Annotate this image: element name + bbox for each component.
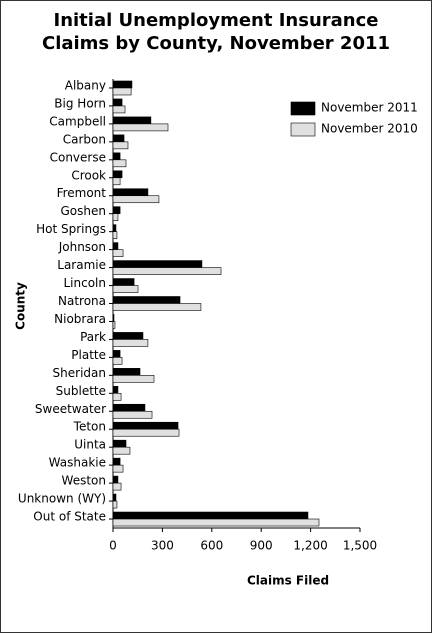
bar (112, 98, 123, 107)
y-tick-label: Park (80, 330, 106, 344)
bar (112, 213, 119, 221)
x-tick-label: 1,500 (343, 539, 377, 553)
legend-swatch (290, 101, 316, 116)
y-tick-label: Sheridan (53, 366, 106, 380)
bar (112, 350, 121, 358)
bar (112, 170, 123, 179)
bar (112, 267, 222, 275)
bar (112, 116, 152, 125)
bar (112, 428, 180, 437)
bar (112, 80, 133, 89)
y-tick-label: Laramie (57, 258, 106, 272)
y-axis-label: County (14, 282, 28, 330)
y-tick-label: Fremont (57, 186, 107, 200)
bar (112, 518, 320, 527)
bar (112, 159, 127, 168)
bar (112, 339, 149, 347)
y-tick-label: Weston (62, 474, 106, 488)
bar (112, 188, 149, 197)
bar (112, 195, 160, 204)
bar (112, 87, 132, 96)
y-tick-label: Uinta (74, 438, 106, 452)
legend-swatch (290, 122, 316, 137)
y-tick-label: Goshen (61, 204, 107, 218)
bar (112, 303, 202, 311)
bar (112, 511, 309, 520)
y-tick-label: Crook (71, 168, 106, 182)
bar (112, 249, 124, 257)
y-tick-label: Converse (50, 150, 106, 164)
y-tick-label: Hot Springs (36, 222, 106, 236)
bar (112, 385, 119, 394)
bar (112, 464, 124, 473)
bar (112, 421, 179, 430)
legend-label: November 2011 (321, 101, 418, 115)
y-tick-label: Albany (65, 78, 106, 92)
y-tick-label: Teton (73, 420, 106, 434)
bar (112, 475, 119, 484)
x-axis-label: Claims Filed (247, 574, 329, 588)
y-tick-label: Natrona (58, 294, 106, 308)
y-tick-label: Sublette (56, 384, 106, 398)
y-tick-label: Niobrara (54, 312, 106, 326)
y-tick-label: Sweetwater (35, 402, 106, 416)
bar (112, 375, 155, 383)
bar (112, 231, 118, 239)
bar (112, 357, 123, 365)
bar (112, 177, 121, 186)
legend-label: November 2010 (321, 122, 418, 136)
bar (112, 224, 117, 232)
x-tick-label: 1,200 (293, 539, 327, 553)
y-tick-label: Carbon (63, 132, 106, 146)
y-tick-label: Unknown (WY) (18, 492, 106, 506)
y-tick-label: Lincoln (63, 276, 106, 290)
chart-title: Initial Unemployment Insurance Claims by… (41, 10, 391, 54)
bar (112, 278, 135, 286)
y-tick-label: Washakie (49, 456, 106, 470)
bar (112, 482, 122, 491)
bar (112, 152, 121, 161)
bar (112, 134, 125, 143)
y-tick-label: Campbell (49, 114, 106, 128)
bar (112, 368, 141, 376)
y-tick-label: Big Horn (54, 96, 106, 110)
bar (112, 285, 139, 293)
bar (112, 296, 181, 304)
bar (112, 403, 146, 412)
bar (112, 439, 127, 448)
x-tick-label: 900 (250, 539, 273, 553)
y-tick-label: Out of State (33, 510, 106, 524)
bar (112, 332, 144, 340)
bar (112, 321, 116, 329)
bar (112, 105, 126, 114)
bar (112, 141, 129, 150)
bar (112, 410, 153, 419)
bar (112, 242, 119, 250)
x-tick-label: 600 (200, 539, 223, 553)
bar (112, 392, 122, 401)
bar (112, 123, 169, 132)
bar (112, 457, 121, 466)
bar (112, 446, 131, 455)
y-tick-label: Platte (71, 348, 106, 362)
bar (112, 500, 118, 509)
bar (112, 493, 117, 502)
bar (112, 314, 115, 322)
bar (112, 206, 121, 214)
y-tick-label: Johnson (58, 240, 106, 254)
x-tick-label: 0 (109, 539, 117, 553)
bar (112, 260, 203, 268)
x-tick-label: 300 (151, 539, 174, 553)
